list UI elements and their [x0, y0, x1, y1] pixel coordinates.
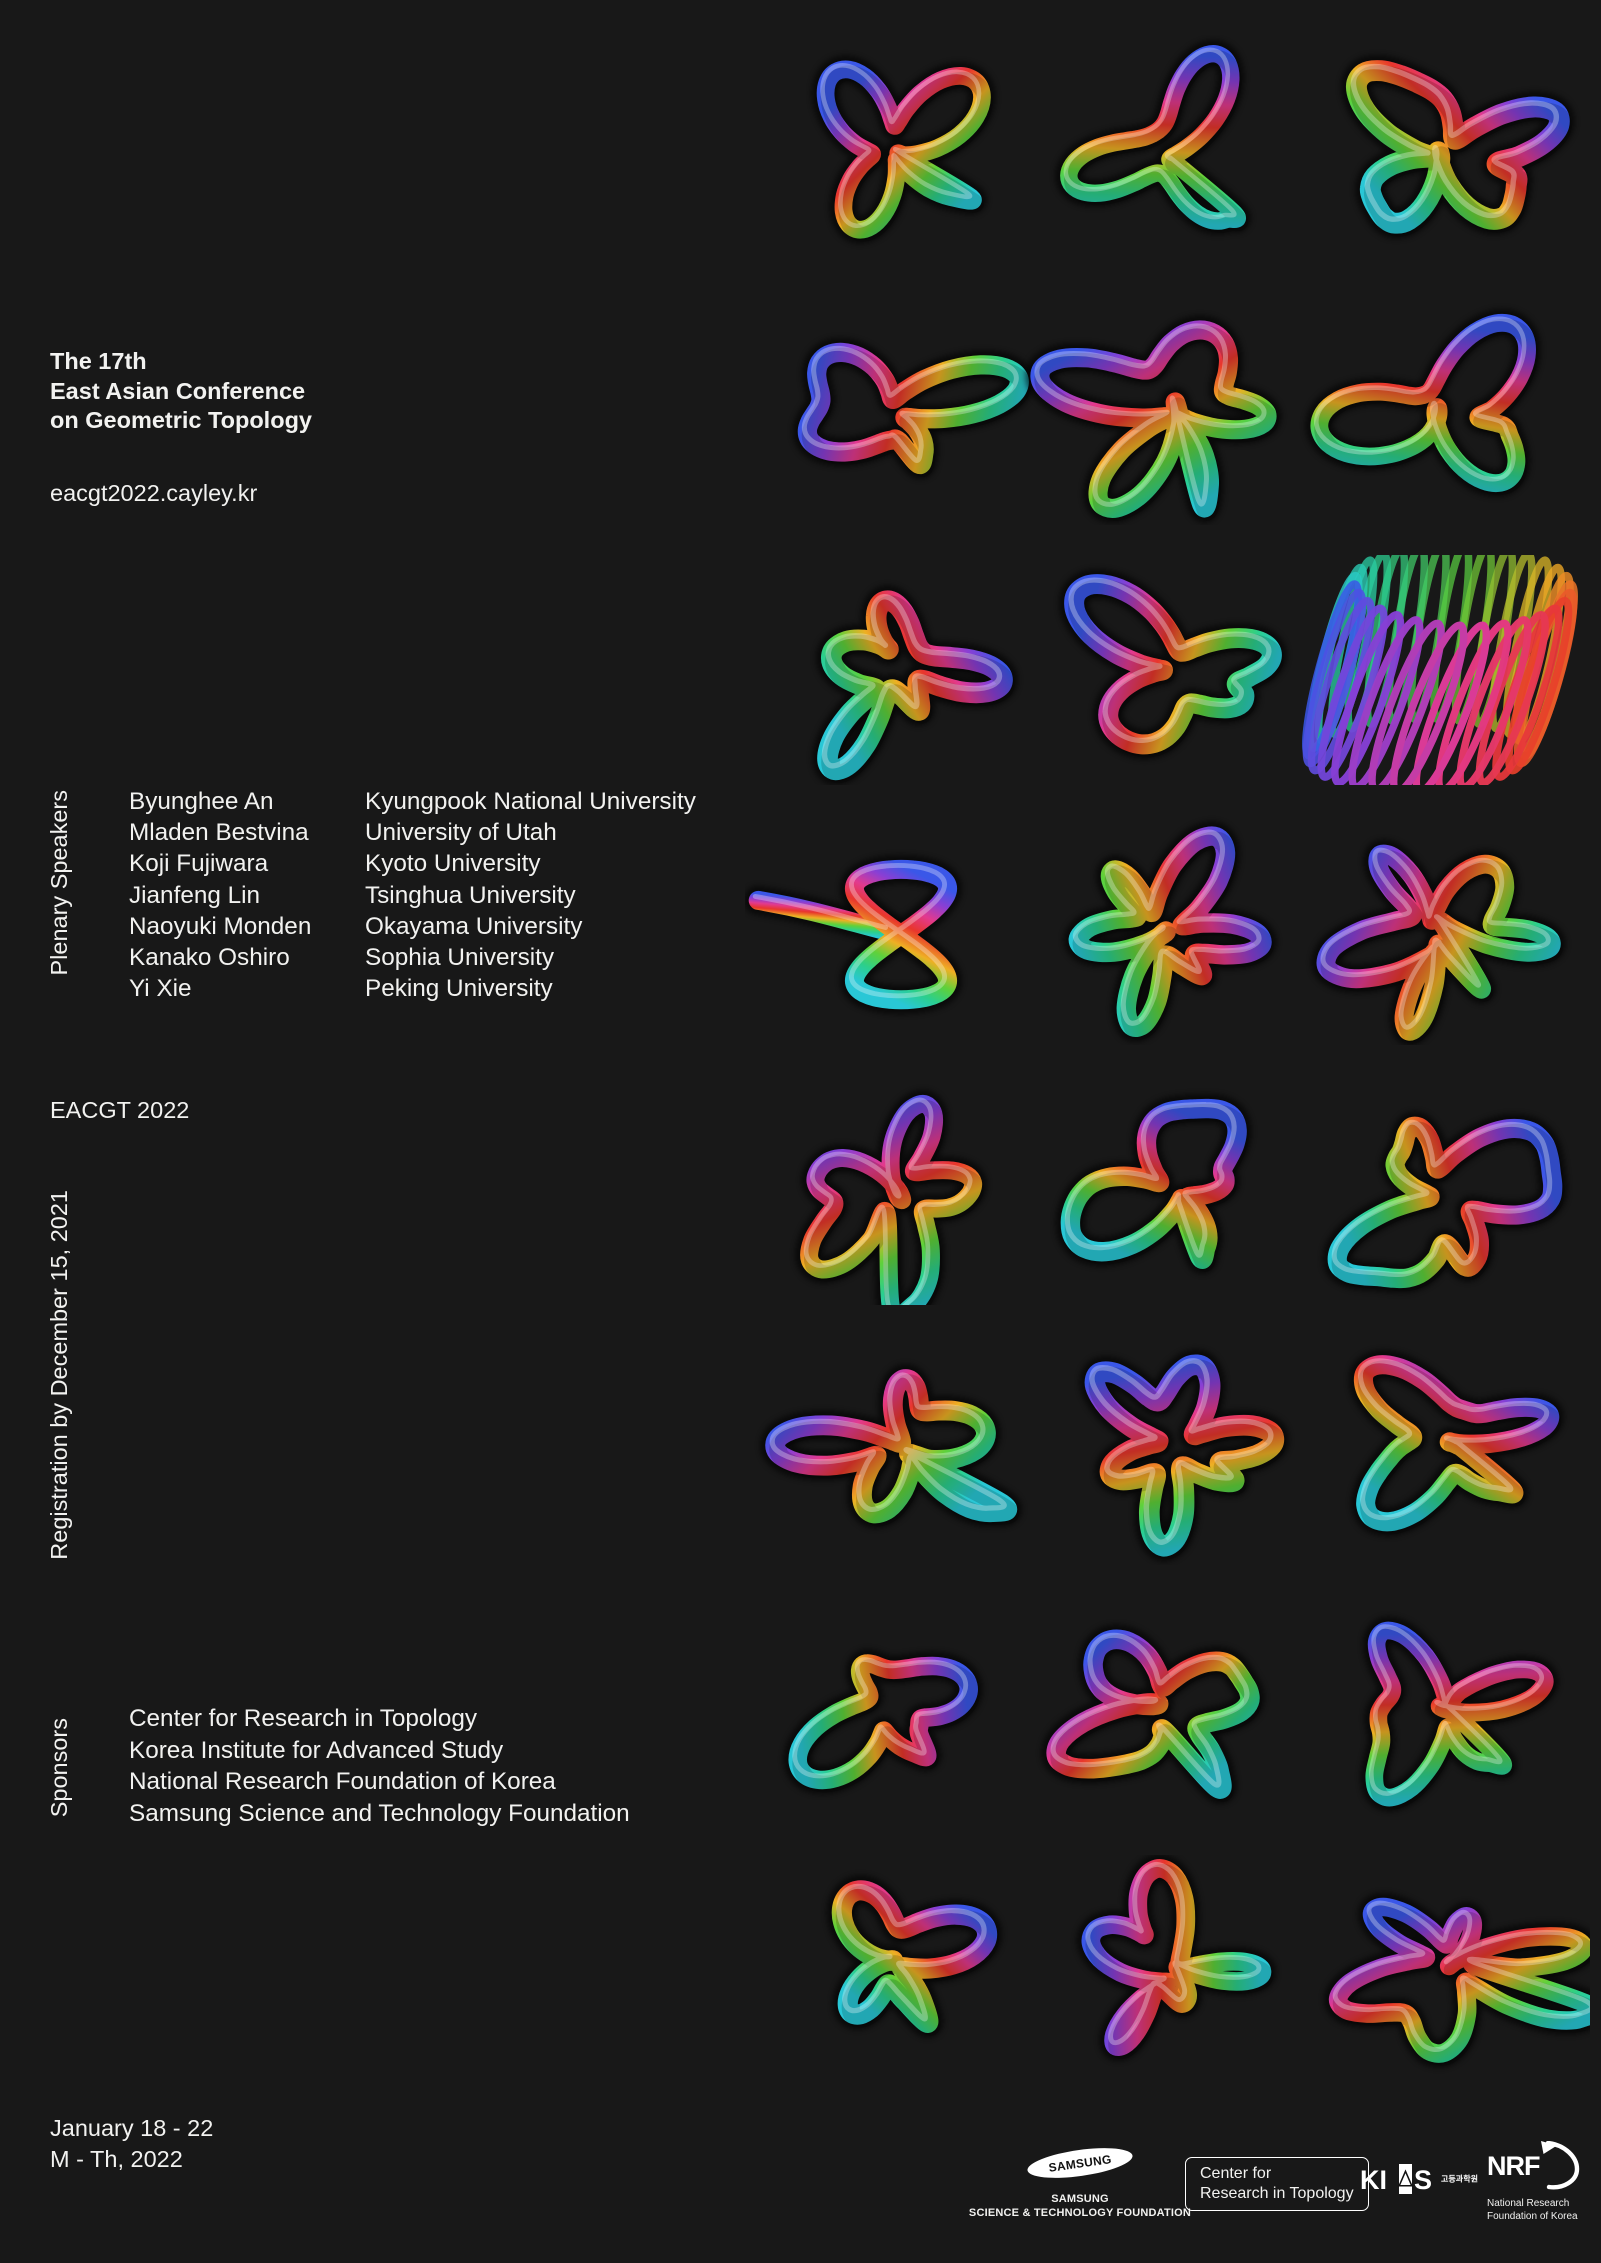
svg-text:NRF: NRF [1487, 2151, 1540, 2181]
svg-text:고등과학원: 고등과학원 [1441, 2174, 1478, 2184]
svg-text:KI: KI [1360, 2165, 1387, 2195]
svg-text:S: S [1414, 2165, 1432, 2195]
